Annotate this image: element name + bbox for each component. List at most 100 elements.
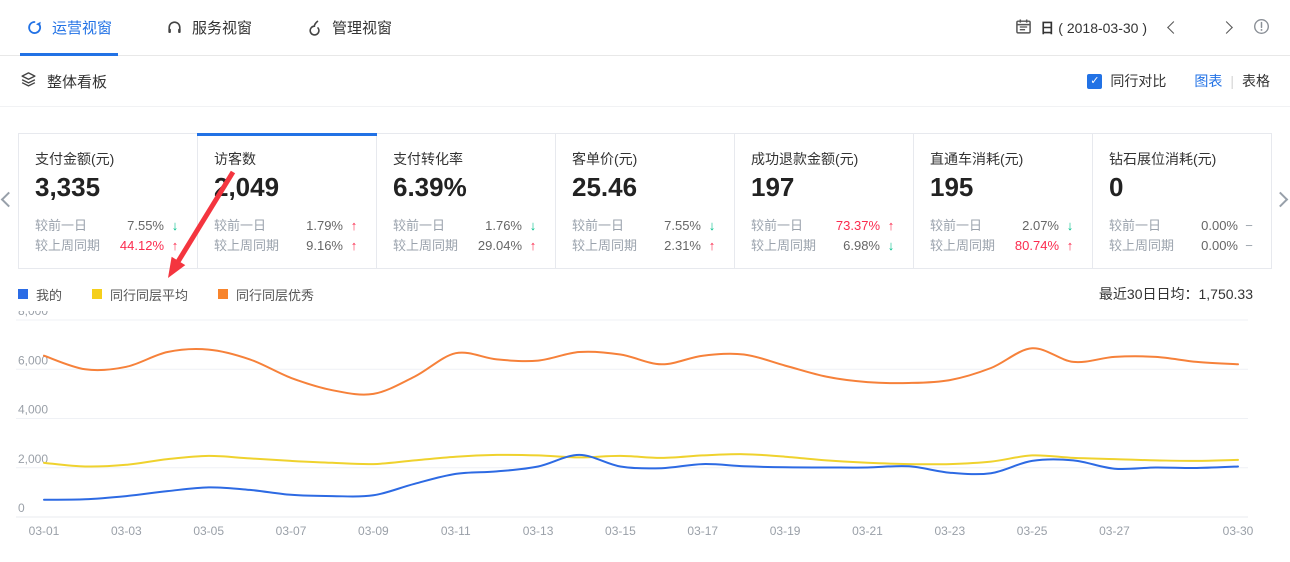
metric-vs-previous-day: 较前一日 2.07% ↓ bbox=[930, 216, 1076, 236]
series-line-2 bbox=[43, 347, 1239, 396]
y-axis-tick-label: 8,000 bbox=[18, 311, 48, 318]
date-range[interactable]: ( 2018-03-30 ) bbox=[1058, 19, 1147, 36]
metric-vs-previous-day: 较前一日 7.55% ↓ bbox=[35, 216, 181, 236]
board-title: 整体看板 bbox=[20, 71, 107, 92]
tab-management-view[interactable]: 管理视窗 bbox=[300, 0, 398, 56]
metric-card[interactable]: 支付金额(元) 3,335 较前一日 7.55% ↓ 较上周同期 44.12% … bbox=[19, 134, 198, 268]
next-date-button[interactable] bbox=[1220, 21, 1233, 34]
tab-service-view[interactable]: 服务视窗 bbox=[160, 0, 258, 56]
metric-card[interactable]: 钻石展位消耗(元) 0 较前一日 0.00% − 较上周同期 0.00% − bbox=[1093, 134, 1271, 268]
metric-vs-previous-day: 较前一日 73.37% ↑ bbox=[751, 216, 897, 236]
metric-card[interactable]: 客单价(元) 25.46 较前一日 7.55% ↓ 较上周同期 2.31% ↑ bbox=[556, 134, 735, 268]
metric-title: 钻石展位消耗(元) bbox=[1109, 151, 1217, 167]
trend-arrow-icon: ↑ bbox=[887, 218, 895, 233]
visitors-trend-line-chart[interactable]: 0 2,000 4,000 6,000 8,000 03-01 03-03 03-05 03-0… bbox=[0, 311, 1290, 546]
metric-cards-strip: 支付金额(元) 3,335 较前一日 7.55% ↓ 较上周同期 44.12% … bbox=[18, 133, 1272, 269]
metric-vs-last-week: 较上周同期 0.00% − bbox=[1109, 236, 1255, 256]
x-axis-tick-label: 03-13 bbox=[523, 524, 554, 538]
x-axis-tick-label: 03-01 bbox=[29, 524, 60, 538]
peer-compare-checkbox[interactable]: ✓ bbox=[1087, 73, 1103, 89]
cards-scroll-right-button[interactable] bbox=[1272, 191, 1289, 210]
metric-title: 直通车消耗(元) bbox=[930, 151, 1024, 167]
metric-cards: 支付金额(元) 3,335 较前一日 7.55% ↓ 较上周同期 44.12% … bbox=[18, 133, 1272, 269]
cards-scroll-left-button[interactable] bbox=[0, 191, 17, 210]
x-axis-tick-label: 03-23 bbox=[934, 524, 965, 538]
board-title-text: 整体看板 bbox=[47, 73, 108, 91]
tab-label: 管理视窗 bbox=[332, 20, 393, 37]
metric-value: 3,335 bbox=[35, 172, 101, 202]
info-icon[interactable] bbox=[1253, 18, 1270, 38]
top-nav-bar: 运营视窗 服务视窗 管理视窗 日 ( 2018-03-30 ) bbox=[0, 0, 1290, 56]
calendar-icon[interactable] bbox=[1015, 18, 1032, 38]
metric-title: 访客数 bbox=[214, 151, 256, 167]
layers-icon bbox=[20, 71, 37, 92]
date-granularity[interactable]: 日 bbox=[1040, 19, 1055, 36]
y-axis-tick-label: 6,000 bbox=[18, 353, 48, 367]
metric-value: 6.39% bbox=[393, 172, 467, 202]
series-line-1 bbox=[43, 453, 1239, 468]
metric-title: 支付金额(元) bbox=[35, 151, 115, 167]
y-axis-tick-label: 4,000 bbox=[18, 403, 48, 417]
peer-compare-label: 同行对比 bbox=[1110, 73, 1167, 89]
metric-title: 成功退款金额(元) bbox=[751, 151, 859, 167]
metric-vs-previous-day: 较前一日 7.55% ↓ bbox=[572, 216, 718, 236]
legend-swatch bbox=[218, 289, 229, 299]
metric-vs-last-week: 较上周同期 44.12% ↑ bbox=[35, 236, 181, 256]
view-toggle-table[interactable]: 表格 bbox=[1242, 73, 1270, 89]
x-axis-tick-label: 03-17 bbox=[687, 524, 718, 538]
metric-value: 2,049 bbox=[214, 172, 280, 202]
metric-card[interactable]: 访客数 2,049 较前一日 1.79% ↑ 较上周同期 9.16% ↑ bbox=[197, 133, 377, 268]
x-axis-tick-label: 03-27 bbox=[1099, 524, 1130, 538]
metric-title: 客单价(元) bbox=[572, 151, 638, 167]
thirty-day-average: 最近30日日均：1,750.33 bbox=[1098, 286, 1253, 302]
metric-value: 195 bbox=[930, 172, 974, 202]
x-axis-tick-label: 03-19 bbox=[770, 524, 801, 538]
legend-item[interactable]: 同行同层优秀 bbox=[218, 285, 314, 304]
trend-arrow-icon: ↑ bbox=[708, 238, 716, 253]
date-controls: 日 ( 2018-03-30 ) bbox=[1015, 18, 1270, 38]
metric-value: 25.46 bbox=[572, 172, 638, 202]
legend-item[interactable]: 同行同层平均 bbox=[92, 285, 188, 304]
view-toggle-chart[interactable]: 图表 bbox=[1194, 73, 1223, 89]
x-axis-tick-label: 03-07 bbox=[276, 524, 307, 538]
tab-label: 服务视窗 bbox=[192, 20, 253, 37]
headset-icon bbox=[166, 19, 183, 36]
x-axis-tick-label: 03-25 bbox=[1017, 524, 1048, 538]
metric-card[interactable]: 成功退款金额(元) 197 较前一日 73.37% ↑ 较上周同期 6.98% … bbox=[735, 134, 914, 268]
main-tabs: 运营视窗 服务视窗 管理视窗 bbox=[20, 0, 440, 56]
metric-card[interactable]: 直通车消耗(元) 195 较前一日 2.07% ↓ 较上周同期 80.74% ↑ bbox=[914, 134, 1093, 268]
trend-arrow-icon: ↓ bbox=[708, 218, 716, 233]
trend-arrow-icon: − bbox=[1245, 238, 1253, 253]
trend-arrow-icon: − bbox=[1245, 218, 1253, 233]
x-axis-tick-label: 03-30 bbox=[1223, 524, 1254, 538]
legend-item[interactable]: 我的 bbox=[18, 285, 62, 304]
metric-value: 197 bbox=[751, 172, 795, 202]
trend-arrow-icon: ↓ bbox=[1066, 218, 1074, 233]
metric-card[interactable]: 支付转化率 6.39% 较前一日 1.76% ↓ 较上周同期 29.04% ↑ bbox=[377, 134, 556, 268]
series-line-0 bbox=[43, 453, 1239, 501]
tab-label: 运营视窗 bbox=[52, 20, 113, 37]
shield-refresh-icon bbox=[26, 19, 43, 36]
y-axis-tick-label: 2,000 bbox=[18, 452, 48, 466]
tab-operations-view[interactable]: 运营视窗 bbox=[20, 0, 119, 56]
trend-arrow-icon: ↓ bbox=[171, 218, 179, 233]
x-axis-tick-label: 03-09 bbox=[358, 524, 389, 538]
trend-arrow-icon: ↓ bbox=[887, 238, 895, 253]
metric-vs-last-week: 较上周同期 6.98% ↓ bbox=[751, 236, 897, 256]
trend-arrow-icon: ↓ bbox=[529, 218, 537, 233]
chart-legend: 我的 同行同层平均 同行同层优秀 最近30日日均：1,750.33 bbox=[18, 284, 1272, 304]
y-axis-tick-label: 0 bbox=[18, 501, 25, 515]
metric-vs-last-week: 较上周同期 29.04% ↑ bbox=[393, 236, 539, 256]
metric-vs-last-week: 较上周同期 9.16% ↑ bbox=[214, 236, 360, 256]
legend-swatch bbox=[18, 289, 28, 299]
prev-date-button[interactable] bbox=[1167, 21, 1180, 34]
trend-arrow-icon: ↑ bbox=[529, 238, 537, 253]
metric-vs-last-week: 较上周同期 80.74% ↑ bbox=[930, 236, 1076, 256]
trend-arrow-icon: ↑ bbox=[350, 238, 358, 253]
view-toggle-separator: | bbox=[1230, 73, 1234, 89]
metric-title: 支付转化率 bbox=[393, 151, 463, 167]
x-axis-tick-label: 03-11 bbox=[441, 524, 471, 538]
trend-arrow-icon: ↑ bbox=[1066, 238, 1074, 253]
x-axis-tick-label: 03-05 bbox=[193, 524, 224, 538]
x-axis-tick-label: 03-15 bbox=[605, 524, 636, 538]
